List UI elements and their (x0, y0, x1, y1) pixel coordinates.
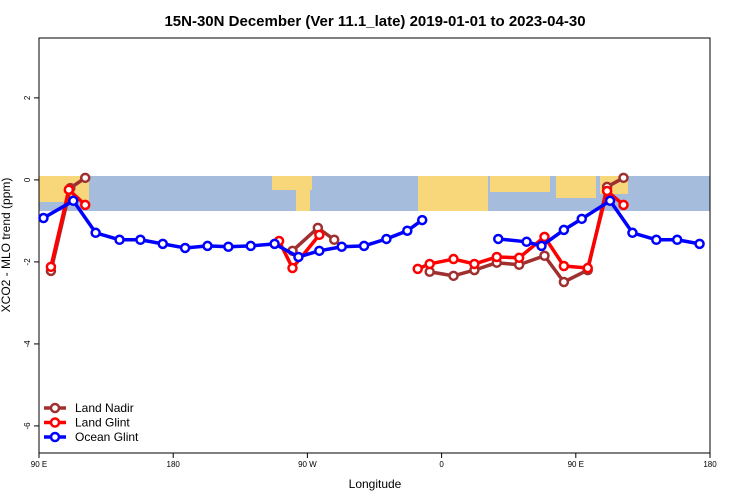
data-point (694, 238, 705, 250)
data-point (114, 234, 125, 246)
legend-label: Land Glint (75, 416, 130, 430)
data-point (576, 213, 588, 225)
data-point (491, 251, 503, 263)
land-band (490, 176, 550, 192)
data-point (245, 240, 256, 252)
data-point (627, 227, 638, 239)
data-point (79, 199, 91, 211)
y-axis-label: XCO2 - MLO trend (ppm) (0, 178, 13, 313)
ocean-band (39, 176, 710, 211)
data-point (314, 245, 325, 257)
data-point (45, 261, 57, 273)
data-point (539, 231, 550, 243)
data-point (521, 236, 532, 248)
data-point (381, 233, 392, 245)
y-tick-label: -2 (23, 258, 32, 266)
land-band (556, 176, 596, 198)
data-point (651, 234, 662, 246)
data-point (558, 224, 570, 236)
y-tick-label: -4 (23, 340, 32, 348)
data-point (671, 234, 683, 246)
data-point (336, 241, 347, 252)
data-point (38, 212, 49, 224)
x-tick-label: 90 W (298, 460, 317, 469)
data-point (202, 240, 213, 252)
data-point (328, 234, 340, 246)
data-point (68, 195, 79, 207)
x-tick-label: 90 E (31, 460, 47, 469)
data-point (558, 260, 570, 272)
data-point (416, 214, 428, 226)
data-point (536, 240, 547, 252)
data-point (601, 185, 613, 197)
y-tick-label: 2 (23, 95, 32, 100)
x-tick-label: 180 (703, 460, 717, 469)
chart-title: 15N-30N December (Ver 11.1_late) 2019-01… (164, 13, 585, 30)
y-tick-label: 0 (23, 177, 32, 182)
data-point (558, 276, 570, 288)
plot-frame (38, 37, 711, 454)
legend-marker (49, 417, 61, 428)
legend-marker (49, 402, 61, 414)
x-axis-label: Longitude (349, 477, 402, 491)
data-point (135, 234, 146, 246)
data-point (402, 225, 413, 236)
data-point (223, 241, 234, 252)
data-point (157, 238, 169, 250)
data-point (448, 270, 459, 282)
x-tick-label: 180 (167, 460, 181, 469)
data-point (469, 258, 480, 270)
land-band (272, 176, 312, 190)
data-point (424, 258, 435, 270)
data-point (79, 172, 91, 184)
data-point (448, 253, 459, 265)
data-point (618, 172, 629, 184)
x-tick-label: 90 E (568, 460, 584, 469)
legend-label: Land Nadir (75, 401, 134, 415)
legend-label: Ocean Glint (75, 430, 139, 444)
data-point (539, 250, 550, 262)
land-band (296, 190, 310, 211)
data-point (412, 263, 423, 275)
data-point (293, 251, 304, 263)
x-tick-label: 0 (439, 460, 444, 469)
data-point (179, 242, 191, 254)
data-point (618, 199, 629, 211)
data-point (90, 227, 101, 239)
data-point (493, 233, 504, 245)
data-point (358, 240, 370, 252)
data-point (314, 229, 325, 241)
legend-marker (49, 431, 61, 443)
data-point (513, 252, 525, 264)
data-point (582, 262, 593, 274)
land-band (418, 176, 488, 211)
data-point (63, 184, 75, 195)
data-point (269, 238, 280, 250)
data-point (287, 262, 298, 274)
data-point (604, 195, 616, 207)
y-tick-label: -6 (23, 422, 32, 430)
